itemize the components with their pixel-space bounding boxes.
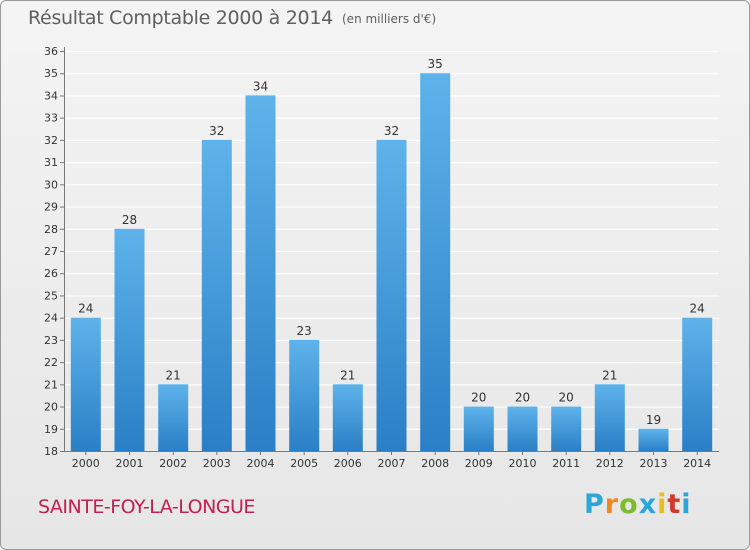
data-label: 28 — [122, 213, 137, 227]
x-tick-label: 2013 — [640, 457, 668, 470]
bar — [245, 95, 276, 452]
y-tick-label: 34 — [44, 89, 58, 102]
x-tick-label: 2005 — [290, 457, 318, 470]
bars — [70, 73, 713, 452]
data-label: 21 — [340, 368, 355, 382]
data-label: 34 — [253, 79, 268, 93]
bar — [114, 228, 145, 451]
y-tick-label: 19 — [44, 423, 58, 436]
y-tick-label: 20 — [44, 401, 58, 414]
x-tick-label: 2004 — [247, 457, 275, 470]
y-tick-label: 28 — [44, 223, 58, 236]
x-tick-label: 2002 — [159, 457, 187, 470]
bar — [551, 406, 582, 451]
y-tick-label: 32 — [44, 134, 58, 147]
data-label: 20 — [471, 391, 486, 405]
bar — [463, 406, 494, 451]
y-tick-label: 23 — [44, 334, 58, 347]
x-tick-label: 2000 — [72, 457, 100, 470]
y-tick-label: 18 — [44, 445, 58, 458]
x-tick-label: 2010 — [509, 457, 537, 470]
bar — [594, 384, 625, 451]
bar — [289, 339, 320, 451]
data-label: 32 — [209, 124, 224, 138]
chart-title: Résultat Comptable 2000 à 2014 — [28, 7, 333, 29]
y-tick-label: 31 — [44, 156, 58, 169]
data-label: 35 — [428, 57, 443, 71]
y-tick-label: 24 — [44, 312, 58, 325]
data-label: 24 — [78, 302, 93, 316]
y-tick-label: 33 — [44, 112, 58, 125]
y-tick-label: 25 — [44, 289, 58, 302]
data-label: 23 — [297, 324, 312, 338]
x-tick-label: 2007 — [378, 457, 406, 470]
bar — [420, 73, 451, 451]
bar — [638, 428, 669, 451]
data-label: 24 — [690, 302, 705, 316]
bar — [158, 384, 189, 451]
data-label: 19 — [646, 413, 661, 427]
axes: 18 19 20 21 22 23 24 25 26 27 28 29 30 31 32 33 34 35 36 20… — [44, 45, 719, 470]
y-tick-label: 35 — [44, 67, 58, 80]
commune-name: SAINTE-FOY-LA-LONGUE — [38, 496, 255, 518]
data-label: 20 — [515, 391, 530, 405]
bar — [507, 406, 538, 451]
y-tick-label: 22 — [44, 356, 58, 369]
x-tick-label: 2003 — [203, 457, 231, 470]
y-tick-label: 29 — [44, 201, 58, 214]
y-tick-label: 36 — [44, 45, 58, 58]
bar — [376, 139, 407, 451]
x-tick-label: 2008 — [421, 457, 449, 470]
data-label: 21 — [166, 368, 181, 382]
x-tick-label: 2009 — [465, 457, 493, 470]
x-tick-label: 2001 — [116, 457, 144, 470]
bar — [70, 317, 101, 451]
labels: 24 28 21 32 34 23 21 32 35 20 20 20 21 19 24 — [78, 57, 705, 427]
x-tick-label: 2014 — [683, 457, 711, 470]
y-tick-label: 30 — [44, 178, 58, 191]
bar — [332, 384, 363, 451]
data-label: 21 — [602, 368, 617, 382]
x-tick-label: 2011 — [552, 457, 580, 470]
y-tick-label: 26 — [44, 267, 58, 280]
y-tick-label: 27 — [44, 245, 58, 258]
x-tick-label: 2012 — [596, 457, 624, 470]
bar — [201, 139, 232, 451]
data-label: 32 — [384, 124, 399, 138]
data-label: 20 — [559, 391, 574, 405]
bar — [682, 317, 713, 451]
x-tick-label: 2006 — [334, 457, 362, 470]
proxiti-logo: Proxiti — [584, 489, 692, 520]
chart-unit: (en milliers d'€) — [342, 12, 437, 26]
y-tick-label: 21 — [44, 378, 58, 391]
